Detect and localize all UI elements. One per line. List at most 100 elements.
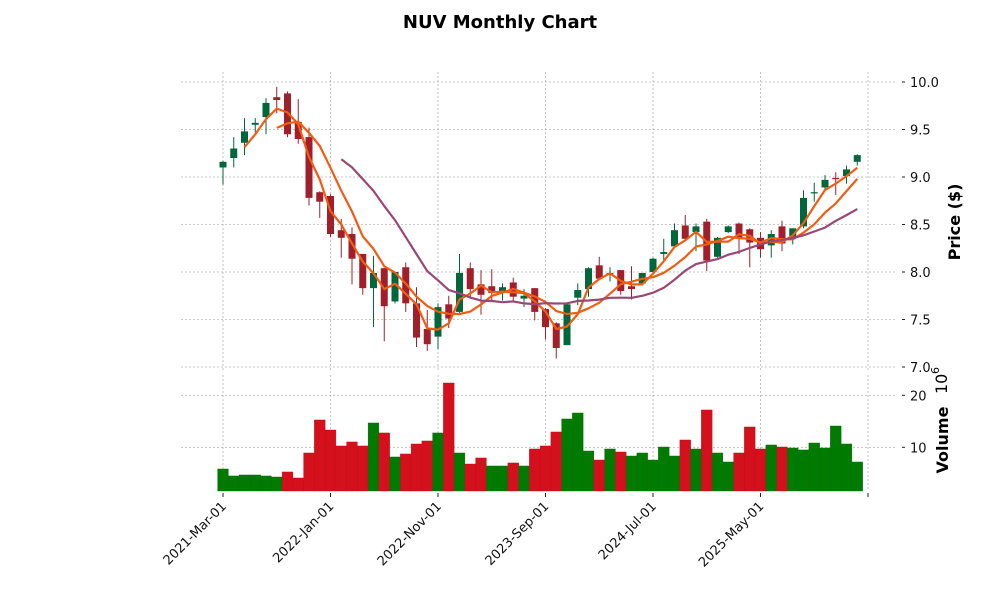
candle-body <box>832 177 840 180</box>
volume-bar <box>486 465 498 492</box>
candle-body <box>724 226 732 233</box>
candle-body <box>563 304 571 346</box>
volume-bar <box>615 451 627 492</box>
volume-bar <box>754 448 767 492</box>
x-tick-label: 2021-Mar-01 <box>161 499 230 568</box>
moving-average-line-6 <box>276 120 859 316</box>
volume-bar <box>539 445 552 492</box>
volume-bar <box>636 452 648 492</box>
volume-bar <box>324 429 337 492</box>
volume-exponent-base: 10 <box>932 374 951 394</box>
volume-bar <box>722 461 734 492</box>
candle-body <box>649 258 657 272</box>
volume-bar <box>701 409 713 492</box>
candle-body <box>574 290 582 298</box>
volume-bar <box>550 431 562 492</box>
candle-body <box>778 226 786 244</box>
candle-body <box>262 102 270 118</box>
volume-bar <box>593 459 605 492</box>
candle-body <box>488 286 496 293</box>
volume-bar <box>314 419 326 492</box>
volume-bar <box>378 432 390 492</box>
volume-bar <box>851 461 863 492</box>
axes: 7.0 7.5 8.0 8.5 9.0 9.5 10.0 10 20 2021-Mar-01 202… <box>161 76 939 570</box>
candle-body <box>466 268 474 290</box>
price-tick-label: 8.5 <box>910 219 931 234</box>
volume-bar <box>744 426 756 492</box>
candle-body <box>585 268 592 290</box>
volume-bar <box>840 443 853 492</box>
price-tick-label: 9.5 <box>910 124 931 139</box>
volume-bar <box>292 477 304 492</box>
volume-bar <box>410 443 423 492</box>
volume-bar <box>604 448 616 492</box>
candle-body <box>305 137 313 198</box>
volume-bar <box>453 452 466 492</box>
x-tick-label: 2022-Nov-01 <box>375 499 445 569</box>
volume-bar <box>787 447 799 492</box>
candle-body <box>800 197 807 227</box>
candle-body <box>681 225 689 239</box>
volume-bar <box>507 462 519 492</box>
volume-bar <box>518 465 530 492</box>
volume-bar <box>357 445 369 492</box>
candle-body <box>391 272 399 302</box>
volume-bar <box>335 445 347 492</box>
volume-bar <box>238 474 251 492</box>
volume-bar <box>400 453 412 492</box>
candle-body <box>552 323 560 348</box>
candle-body <box>595 265 603 279</box>
volume-bar <box>271 476 283 492</box>
candle-body <box>241 131 248 143</box>
candle-body <box>692 226 700 233</box>
x-tick-label: 2023-Sep-01 <box>483 499 553 569</box>
price-axis-label: Price ($) <box>945 184 964 261</box>
candle-body <box>714 237 721 257</box>
volume-bar <box>765 444 777 492</box>
volume-bar <box>808 442 820 492</box>
volume-bar <box>797 449 810 492</box>
x-tick-label: 2025-May-01 <box>696 499 767 570</box>
price-tick-label: 8.0 <box>910 266 931 281</box>
candle-body <box>520 295 528 299</box>
volume-bar <box>711 452 724 492</box>
candle-body <box>853 155 861 162</box>
volume-tick-label: 10 <box>910 441 927 456</box>
candle-body <box>499 287 506 293</box>
volume-bar <box>529 448 541 492</box>
candle-body <box>327 196 334 234</box>
candle-body <box>219 161 227 168</box>
volume-bar <box>443 382 455 492</box>
grid <box>181 72 897 491</box>
volume-exponent: 10 6 <box>929 367 951 394</box>
candle-body <box>348 234 356 259</box>
price-tick-label: 7.0 <box>910 361 931 376</box>
volume-bar <box>303 452 315 492</box>
volume-bar <box>432 432 444 492</box>
volume-bar <box>228 475 240 492</box>
moving-averages <box>243 107 859 331</box>
volume-bar <box>733 452 745 492</box>
volume-bar <box>475 457 487 492</box>
volume-tick-label: 20 <box>910 389 927 404</box>
candle-body <box>671 230 678 247</box>
moving-average-line-3 <box>243 107 858 331</box>
candle-body <box>542 309 549 328</box>
candle-body <box>359 253 367 289</box>
volume-bar <box>367 422 380 492</box>
volume-bar <box>496 465 509 492</box>
candle-body <box>294 121 302 139</box>
volume-bar <box>421 440 433 492</box>
candle-body <box>423 329 431 345</box>
candle-body <box>316 192 324 202</box>
candle-body <box>660 252 668 254</box>
candle-body <box>402 267 410 304</box>
volume-bar <box>776 446 788 492</box>
volume-bar <box>658 446 670 492</box>
volume-bar <box>819 447 831 492</box>
volume-bar <box>582 450 595 492</box>
moving-average-line-12 <box>340 158 858 306</box>
candle-body <box>767 234 775 246</box>
candle-body <box>230 148 238 158</box>
